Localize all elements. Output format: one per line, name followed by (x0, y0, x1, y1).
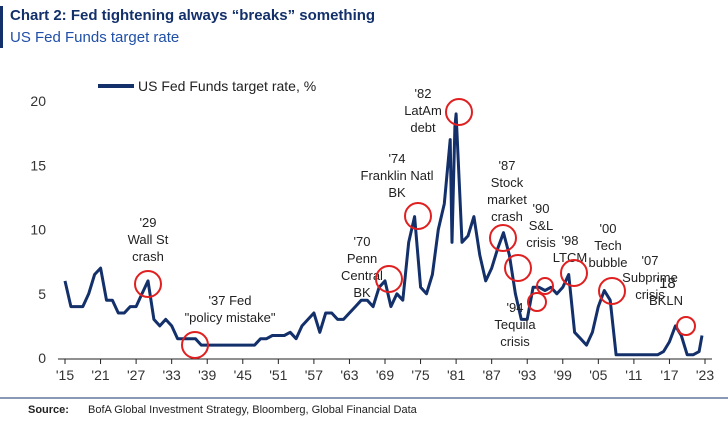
annotation-text: "policy mistake" (185, 310, 276, 325)
annotation-text: S&L (529, 218, 554, 233)
annotation-text: '82 (415, 86, 432, 101)
annotation-text: crisis (635, 287, 665, 302)
x-tick-label: '39 (198, 367, 216, 383)
annotation-circle (560, 259, 588, 287)
source-label: Source: (28, 404, 69, 416)
y-tick-label: 10 (30, 222, 46, 238)
x-tick-label: '63 (340, 367, 358, 383)
annotation-text: BK (353, 285, 371, 300)
x-tick-label: '57 (305, 367, 323, 383)
x-tick-label: '93 (518, 367, 536, 383)
x-tick-label: '23 (696, 367, 714, 383)
x-tick-label: '81 (447, 367, 465, 383)
x-tick-label: '11 (625, 367, 642, 383)
annotation-circle (504, 254, 532, 282)
x-tick-label: '99 (554, 367, 572, 383)
annotation-text: '18 (656, 275, 676, 292)
annotation-text: Stock (491, 175, 524, 190)
annotation-text: Penn (347, 251, 377, 266)
source: BofA Global Investment Strategy, Bloombe… (88, 404, 418, 416)
y-tick-label: 15 (30, 157, 46, 173)
annotation-text: Central (341, 268, 383, 283)
annotation-text: BK (388, 185, 406, 200)
annotation-circle (445, 98, 473, 126)
x-tick-label: '15 (56, 367, 74, 383)
annotation-text: Franklin Natl (361, 168, 434, 183)
annotation-text: crash (132, 249, 164, 264)
annotation-text: Subprime (622, 270, 678, 285)
annotation-text: '98 (562, 233, 579, 248)
annotation-text: '07 (642, 253, 659, 268)
annotation-circle (489, 224, 517, 252)
x-tick-label: '45 (234, 367, 252, 383)
y-tick-label: 20 (30, 93, 46, 109)
annotation-text: bubble (588, 255, 627, 270)
annotation-text: '37 Fed (209, 293, 252, 308)
annotation-text: '70 (354, 234, 371, 249)
annotation-text: debt (410, 120, 436, 135)
annotation-circle (536, 277, 554, 295)
annotation-circle (181, 331, 209, 359)
y-tick-label: 5 (38, 286, 46, 302)
annotation-text: '90 (533, 201, 550, 216)
legend-label: US Fed Funds target rate, % (138, 78, 316, 94)
annotation-circle (598, 277, 626, 305)
annotation-text: crash (491, 209, 523, 224)
x-tick-label: '69 (376, 367, 394, 383)
annotation-text: '87 (499, 158, 516, 173)
x-tick-label: '21 (91, 367, 109, 383)
annotation-text: crisis (526, 235, 556, 250)
annotation-text: market (487, 192, 527, 207)
annotation-circle (676, 316, 696, 336)
annotation-circle (375, 265, 403, 293)
x-tick-label: '05 (589, 367, 607, 383)
chart-title: Chart 2: Fed tightening always “breaks” … (10, 7, 375, 24)
annotation-text: '94 (507, 300, 524, 315)
chart-subtitle: US Fed Funds target rate (10, 29, 179, 46)
x-tick-label: '75 (411, 367, 429, 383)
annotation-text: Tech (594, 238, 621, 253)
x-tick-label: '87 (483, 367, 501, 383)
annotation-circle (404, 202, 432, 230)
annotation-text: Tequila (494, 317, 536, 332)
series-line (63, 112, 704, 357)
annotation-circle (527, 292, 547, 312)
annotation-circle (134, 270, 162, 298)
title-bar (0, 6, 3, 48)
annotation-text: crisis (500, 334, 530, 349)
annotation-text: LatAm (404, 103, 442, 118)
y-tick-label: 0 (38, 350, 46, 366)
annotation-text: Wall St (128, 232, 169, 247)
x-tick-label: '27 (127, 367, 145, 383)
annotation-text: BKLN (649, 293, 683, 308)
x-tick-label: '51 (269, 367, 287, 383)
annotation-text: '00 (600, 221, 617, 236)
x-tick-label: '33 (163, 367, 181, 383)
annotation-text: '74 (389, 151, 406, 166)
annotation-text: '29 (140, 215, 157, 230)
x-tick-label: '17 (660, 367, 678, 383)
